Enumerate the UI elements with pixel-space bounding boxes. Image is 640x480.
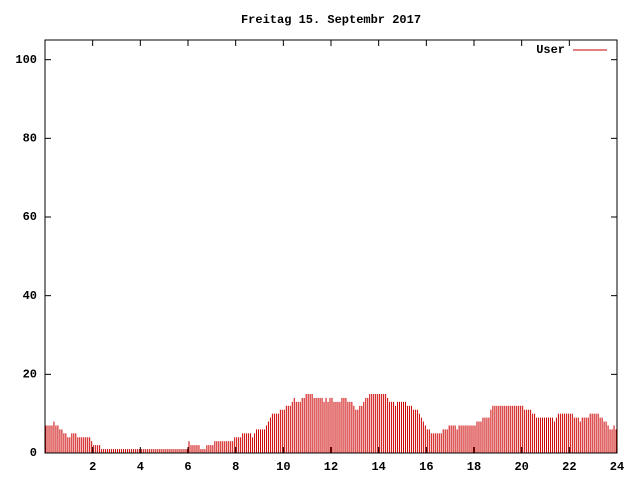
y-tick-label: 20	[23, 368, 37, 382]
plot-frame	[44, 39, 618, 454]
y-tick-label: 100	[15, 53, 37, 67]
x-tick-label: 10	[276, 460, 290, 474]
x-tick-label: 12	[324, 460, 338, 474]
x-tick-label: 6	[184, 460, 191, 474]
x-tick-label: 4	[137, 460, 144, 474]
x-tick-label: 16	[419, 460, 433, 474]
x-tick-label: 8	[232, 460, 239, 474]
x-tick-label: 18	[467, 460, 481, 474]
y-tick-label: 80	[23, 132, 37, 146]
y-tick-label: 0	[30, 446, 37, 460]
x-tick-label: 22	[562, 460, 576, 474]
x-tick-label: 20	[514, 460, 528, 474]
y-tick-label: 60	[23, 210, 37, 224]
legend-label: User	[536, 43, 565, 57]
x-tick-label: 14	[371, 460, 385, 474]
y-tick-label: 40	[23, 289, 37, 303]
x-tick-label: 24	[610, 460, 624, 474]
chart-title: Freitag 15. Septembr 2017	[241, 13, 421, 27]
x-tick-label: 2	[89, 460, 96, 474]
